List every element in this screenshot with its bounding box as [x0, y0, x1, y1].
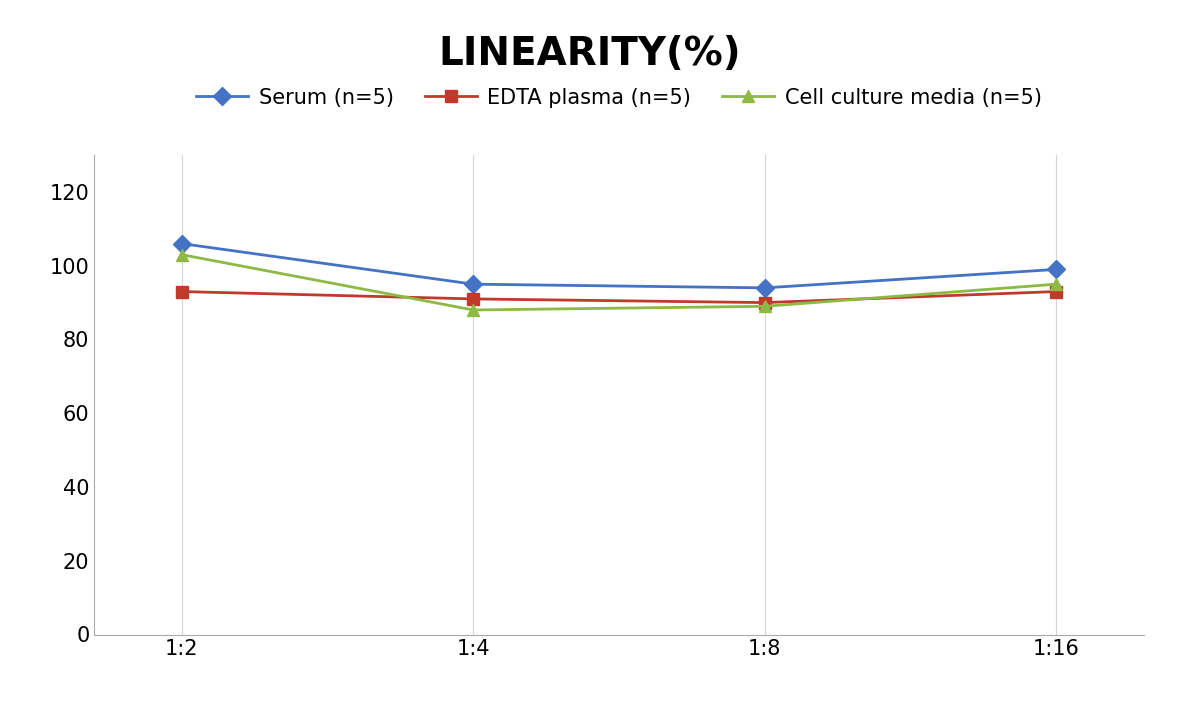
Cell culture media (n=5) [466, 306, 480, 314]
Text: LINEARITY(%): LINEARITY(%) [439, 35, 740, 73]
Cell culture media (n=5) [758, 302, 772, 310]
Line: Cell culture media (n=5): Cell culture media (n=5) [176, 248, 1062, 317]
Line: EDTA plasma (n=5): EDTA plasma (n=5) [176, 286, 1062, 309]
EDTA plasma (n=5) [1049, 288, 1063, 296]
Serum (n=5) [758, 283, 772, 292]
Cell culture media (n=5) [174, 250, 189, 259]
Legend: Serum (n=5), EDTA plasma (n=5), Cell culture media (n=5): Serum (n=5), EDTA plasma (n=5), Cell cul… [187, 79, 1050, 116]
Cell culture media (n=5) [1049, 280, 1063, 288]
Serum (n=5) [1049, 265, 1063, 274]
EDTA plasma (n=5) [466, 295, 480, 303]
Serum (n=5) [174, 240, 189, 248]
EDTA plasma (n=5) [174, 288, 189, 296]
Line: Serum (n=5): Serum (n=5) [176, 238, 1062, 294]
EDTA plasma (n=5) [758, 298, 772, 307]
Serum (n=5) [466, 280, 480, 288]
